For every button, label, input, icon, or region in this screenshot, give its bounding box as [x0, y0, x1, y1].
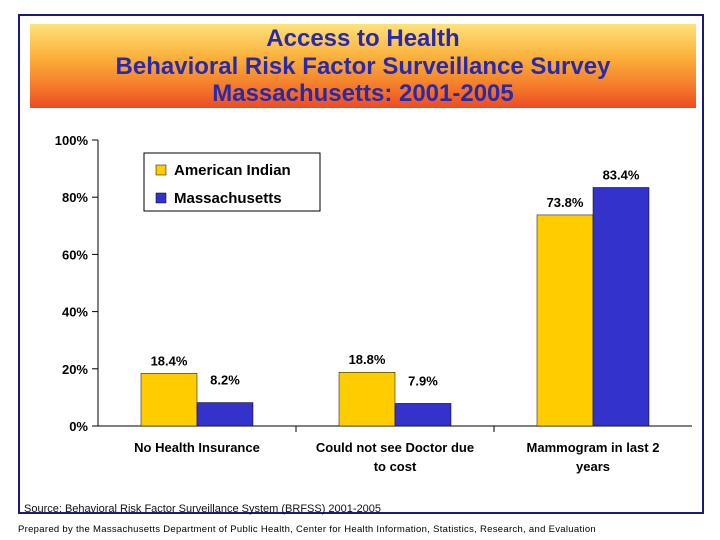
chart-title-line-3: Massachusetts: 2001-2005: [212, 80, 514, 107]
x-tick-label: Mammogram in last 2: [527, 440, 660, 455]
footer-credit: Prepared by the Massachusetts Department…: [18, 524, 596, 535]
data-label: 73.8%: [547, 195, 584, 210]
x-tick-label: to cost: [374, 459, 417, 474]
legend-swatch: [155, 164, 167, 176]
chart-title-line-1: Access to Health: [266, 25, 460, 52]
bar-american-indian: [140, 373, 198, 427]
x-tick-label: Could not see Doctor due: [316, 440, 474, 455]
bar-massachusetts: [394, 403, 452, 427]
x-tick-label: No Health Insurance: [134, 440, 260, 455]
data-label: 7.9%: [408, 373, 438, 388]
y-tick-label: 20%: [62, 362, 88, 377]
x-tick-label: years: [576, 459, 610, 474]
title-banner: [30, 24, 696, 108]
data-label: 8.2%: [210, 373, 240, 388]
y-tick-label: 0%: [69, 419, 88, 434]
source-note: Source: Behavioral Risk Factor Surveilla…: [24, 503, 382, 515]
y-tick-label: 100%: [55, 133, 89, 148]
bar-american-indian: [536, 214, 594, 427]
legend-label: Massachusetts: [174, 190, 282, 207]
bar-american-indian: [338, 371, 396, 427]
chart-title-line-2: Behavioral Risk Factor Surveillance Surv…: [115, 53, 611, 80]
y-tick-label: 80%: [62, 190, 88, 205]
bar-massachusetts: [592, 187, 650, 427]
legend-swatch: [155, 192, 167, 204]
bar-massachusetts: [196, 402, 254, 427]
data-label: 18.4%: [151, 353, 188, 368]
legend-box: [143, 152, 321, 212]
data-label: 83.4%: [603, 167, 640, 182]
data-label: 18.8%: [349, 352, 386, 367]
y-tick-label: 60%: [62, 247, 88, 262]
y-tick-label: 40%: [62, 305, 88, 320]
legend-label: American Indian: [174, 162, 291, 179]
